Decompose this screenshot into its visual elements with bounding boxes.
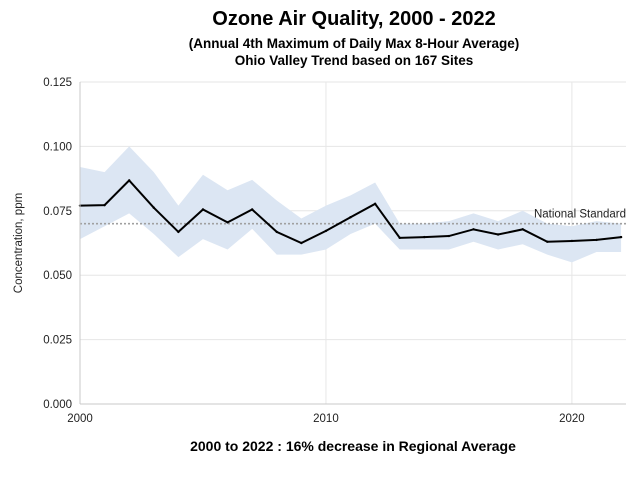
data-point-2007 bbox=[250, 208, 254, 211]
chart-subtitle-line-1: (Annual 4th Maximum of Daily Max 8-Hour … bbox=[188, 36, 520, 51]
x-tick-label-0: 2000 bbox=[67, 413, 93, 425]
data-point-2008 bbox=[275, 230, 278, 234]
chart-footer-note: 2000 to 2022 : 16% decrease in Regional … bbox=[190, 438, 516, 454]
data-point-2002 bbox=[127, 179, 131, 182]
data-point-2011 bbox=[349, 216, 352, 219]
data-point-2003 bbox=[152, 206, 155, 209]
chart-subtitle-line-2: Ohio Valley Trend based on 167 Sites bbox=[234, 53, 474, 68]
x-tick-label-1: 2010 bbox=[313, 413, 339, 425]
y-tick-label-2: 0.050 bbox=[43, 270, 72, 282]
data-point-2016 bbox=[472, 228, 475, 231]
data-point-2013 bbox=[398, 236, 401, 240]
data-point-2022 bbox=[619, 235, 623, 239]
data-point-2019 bbox=[546, 240, 549, 243]
y-tick-label-4: 0.100 bbox=[43, 141, 72, 153]
data-point-2021 bbox=[595, 238, 598, 242]
data-point-2015 bbox=[447, 234, 451, 238]
regional-average-series bbox=[78, 178, 623, 245]
data-point-2006 bbox=[226, 221, 229, 224]
national-standard-line: National Standard bbox=[80, 209, 626, 225]
y-tick-label-3: 0.075 bbox=[43, 206, 72, 218]
data-point-2009 bbox=[300, 241, 303, 245]
data-point-2001 bbox=[103, 203, 106, 207]
x-tick-label-2: 2020 bbox=[559, 413, 585, 425]
data-point-2018 bbox=[521, 228, 524, 231]
data-point-2005 bbox=[201, 208, 205, 211]
chart-title: Ozone Air Quality, 2000 - 2022 bbox=[212, 8, 496, 30]
data-point-2017 bbox=[496, 233, 500, 236]
range-band-area bbox=[80, 146, 622, 263]
data-point-2004 bbox=[177, 230, 180, 234]
y-tick-label-0: 0.000 bbox=[43, 399, 72, 411]
axes bbox=[79, 82, 626, 405]
data-point-2012 bbox=[373, 202, 377, 206]
y-axis-label: Concentration, ppm bbox=[13, 193, 25, 293]
data-point-2010 bbox=[324, 229, 328, 233]
data-point-2020 bbox=[570, 239, 574, 243]
national-standard-label: National Standard bbox=[534, 209, 626, 221]
range-band bbox=[80, 146, 622, 263]
y-tick-label-5: 0.125 bbox=[43, 77, 72, 89]
tick-labels: 0.000 0.025 0.050 0.075 0.100 0.125 2000 2010 20… bbox=[43, 77, 584, 425]
data-point-2014 bbox=[423, 235, 426, 239]
y-tick-label-1: 0.025 bbox=[43, 335, 72, 347]
